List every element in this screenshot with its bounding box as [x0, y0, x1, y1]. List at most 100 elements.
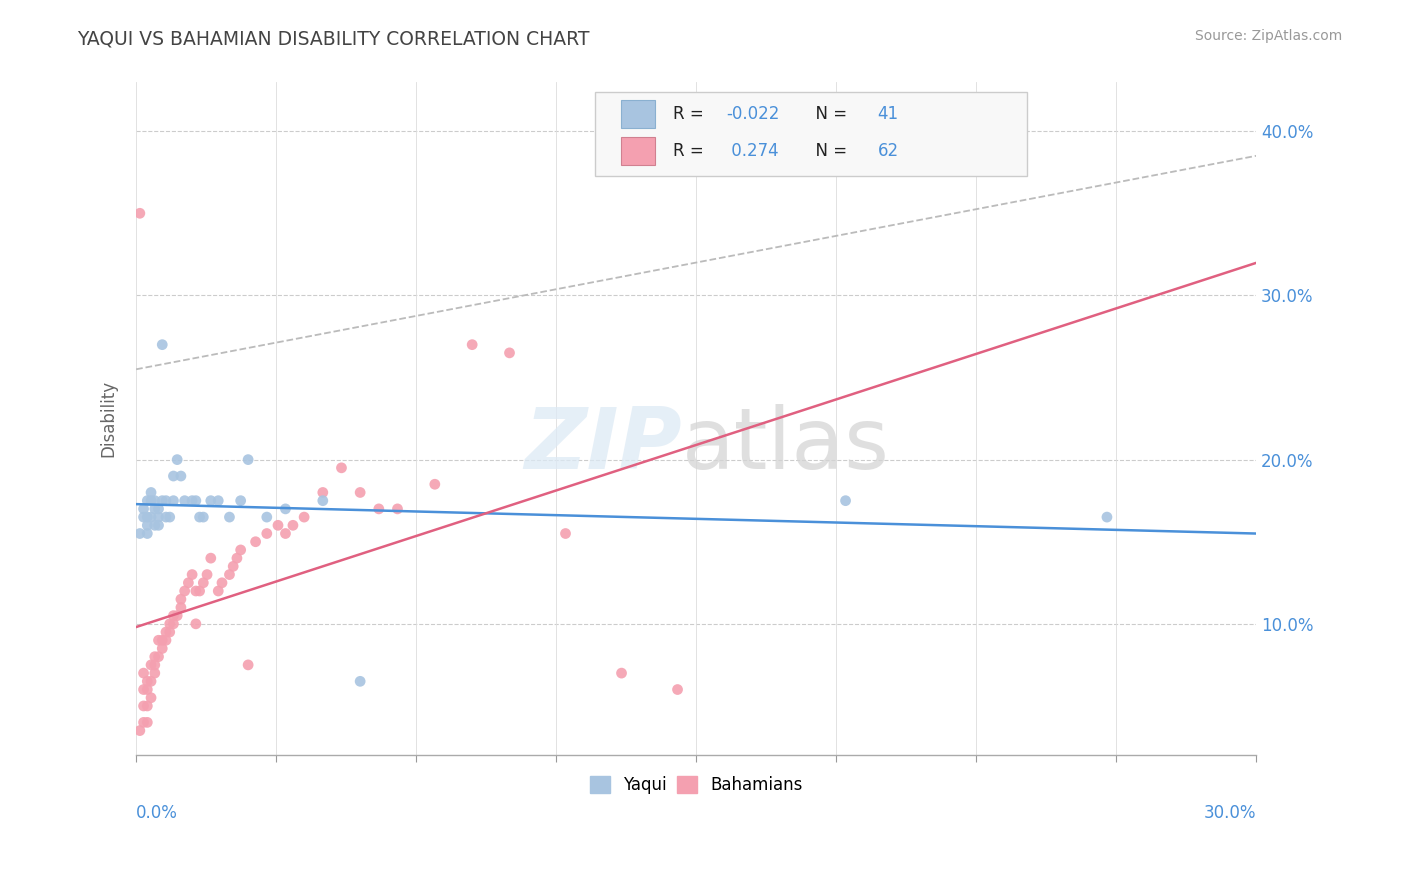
Point: [139, 510, 162, 524]
Point: [166, 608, 188, 623]
FancyBboxPatch shape: [595, 92, 1026, 176]
Point: [200, 493, 222, 508]
Point: [188, 584, 211, 599]
Point: [218, 567, 240, 582]
Point: [136, 715, 159, 730]
Point: [461, 337, 484, 351]
Text: 0.274: 0.274: [727, 142, 779, 160]
Point: [150, 337, 173, 351]
Point: [267, 518, 290, 533]
Point: [143, 518, 166, 533]
Point: [349, 674, 371, 689]
Point: [136, 674, 159, 689]
Point: [181, 567, 204, 582]
Legend: Yaqui, Bahamians: Yaqui, Bahamians: [583, 769, 810, 801]
Point: [256, 510, 278, 524]
Point: [312, 485, 335, 500]
Point: [274, 526, 297, 541]
Point: [150, 493, 173, 508]
Point: [136, 526, 159, 541]
Point: [834, 493, 856, 508]
Point: [148, 633, 170, 648]
Text: atlas: atlas: [682, 404, 890, 487]
Point: [162, 469, 184, 483]
Point: [188, 510, 211, 524]
Point: [148, 501, 170, 516]
FancyBboxPatch shape: [621, 100, 655, 128]
Point: [143, 657, 166, 672]
Point: [312, 493, 335, 508]
Point: [173, 584, 195, 599]
Point: [139, 674, 162, 689]
Point: [162, 616, 184, 631]
Point: [132, 666, 155, 681]
Point: [256, 526, 278, 541]
Point: [148, 649, 170, 664]
Point: [184, 493, 207, 508]
Text: ZIP: ZIP: [524, 404, 682, 487]
Point: [162, 493, 184, 508]
Point: [226, 551, 249, 566]
Point: [387, 501, 409, 516]
Point: [200, 551, 222, 566]
Point: [148, 510, 170, 524]
Point: [136, 698, 159, 713]
Point: [195, 567, 218, 582]
Point: [136, 518, 159, 533]
Point: [229, 493, 252, 508]
Point: [155, 510, 177, 524]
Point: [211, 575, 233, 590]
Point: [173, 493, 195, 508]
Point: [159, 616, 181, 631]
Point: [245, 534, 267, 549]
Point: [143, 493, 166, 508]
Point: [274, 501, 297, 516]
Point: [218, 510, 240, 524]
Text: N =: N =: [804, 142, 852, 160]
Point: [136, 510, 159, 524]
Point: [170, 469, 193, 483]
Text: 41: 41: [877, 104, 898, 123]
Point: [132, 510, 155, 524]
Text: R =: R =: [672, 104, 709, 123]
Point: [139, 493, 162, 508]
Point: [132, 501, 155, 516]
Point: [136, 493, 159, 508]
Point: [150, 641, 173, 656]
Y-axis label: Disability: Disability: [100, 380, 117, 457]
Point: [139, 485, 162, 500]
Text: R =: R =: [672, 142, 709, 160]
Point: [184, 584, 207, 599]
Point: [143, 649, 166, 664]
Point: [207, 584, 229, 599]
Point: [181, 493, 204, 508]
Point: [207, 493, 229, 508]
Point: [222, 559, 245, 574]
Point: [155, 493, 177, 508]
Point: [155, 633, 177, 648]
Point: [554, 526, 576, 541]
Point: [184, 616, 207, 631]
Point: [159, 625, 181, 640]
Point: [170, 592, 193, 607]
Text: 30.0%: 30.0%: [1204, 805, 1257, 822]
Point: [155, 625, 177, 640]
Text: YAQUI VS BAHAMIAN DISABILITY CORRELATION CHART: YAQUI VS BAHAMIAN DISABILITY CORRELATION…: [77, 29, 591, 48]
Point: [159, 510, 181, 524]
Point: [162, 608, 184, 623]
Point: [148, 518, 170, 533]
Point: [132, 715, 155, 730]
Point: [498, 346, 520, 360]
Text: Source: ZipAtlas.com: Source: ZipAtlas.com: [1195, 29, 1343, 44]
Point: [281, 518, 304, 533]
Point: [128, 723, 150, 738]
Point: [193, 575, 215, 590]
Point: [136, 682, 159, 697]
Point: [166, 452, 188, 467]
Text: -0.022: -0.022: [727, 104, 780, 123]
Point: [150, 633, 173, 648]
Point: [193, 510, 215, 524]
Point: [349, 485, 371, 500]
Point: [143, 666, 166, 681]
Point: [666, 682, 689, 697]
